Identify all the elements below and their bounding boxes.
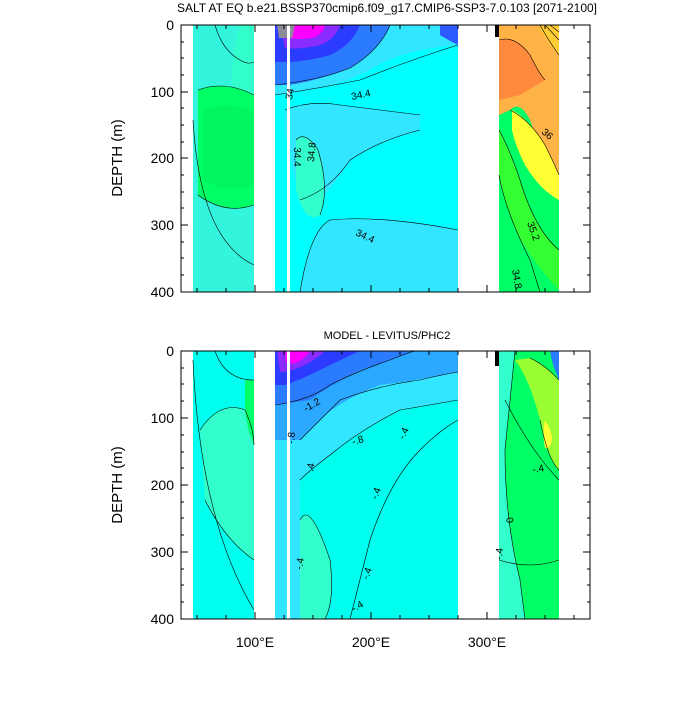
bottom-x-tick-label: 300°E <box>468 634 506 650</box>
bottom-y-tick-label: 100 <box>151 410 175 426</box>
top-pacific-gap <box>287 25 290 292</box>
top-atlantic-green <box>499 175 540 292</box>
bottom-plot-area <box>192 351 560 619</box>
top-y-ticks <box>181 24 590 293</box>
bottom-clabel: -.4 <box>360 566 374 581</box>
bottom-y-ticks <box>181 350 590 620</box>
bottom-indian-light <box>200 407 254 560</box>
top-atlantic-contours <box>498 25 560 292</box>
bottom-clabel: -.4 <box>369 486 383 501</box>
top-y-tick-label: 100 <box>151 84 175 100</box>
bottom-atlantic-mid <box>499 351 525 619</box>
top-pacific-lowsalt-4 <box>285 25 325 39</box>
top-pacific-warmpool-edge <box>440 25 458 45</box>
top-y-axis-label: DEPTH (m) <box>109 119 126 197</box>
bottom-title: MODEL - LEVITUS/PHC2 <box>324 330 451 342</box>
bottom-pacific-gap <box>287 351 290 619</box>
bottom-clabel: -.8 <box>286 431 298 444</box>
bottom-pacific-positive <box>300 515 332 619</box>
bottom-y-axis-label: DEPTH (m) <box>109 446 126 524</box>
bottom-clabel: 0 <box>503 517 515 525</box>
bottom-clabel: -.4 <box>494 547 506 560</box>
bottom-clabel: -.4 <box>397 426 412 442</box>
top-y-tick-label: 0 <box>166 17 174 33</box>
top-title: SALT AT EQ b.e21.BSSP370cmip6.f09_g17.CM… <box>177 1 597 15</box>
top-atlantic-deeporange <box>499 39 545 100</box>
bottom-y-tick-labels: 0 100 200 300 400 <box>151 343 175 627</box>
bottom-y-tick-label: 200 <box>151 477 175 493</box>
top-atlantic-lightgreen <box>499 130 559 290</box>
bottom-y-tick-label: 0 <box>166 343 174 359</box>
top-pacific-contours <box>274 25 459 292</box>
top-plot-area <box>192 25 560 292</box>
top-clabel: 34.8 <box>509 269 523 291</box>
top-y-tick-label: 400 <box>151 284 175 300</box>
top-atlantic-yellow <box>512 110 559 200</box>
top-panel: SALT AT EQ b.e21.BSSP370cmip6.f09_g17.CM… <box>109 1 597 300</box>
bottom-x-tick-label: 200°E <box>352 634 390 650</box>
top-pacific-lowsalt-5 <box>277 25 295 38</box>
top-indian-contour-1 <box>197 85 255 209</box>
bottom-clabel: -.4 <box>532 463 546 476</box>
bottom-x-tick-labels: 100°E 200°E 300°E <box>236 634 506 650</box>
top-clabel: 34 <box>284 87 297 100</box>
top-indian-green <box>203 105 254 189</box>
top-y-tick-labels: 0 100 200 300 400 <box>151 17 175 300</box>
bottom-x-ticks <box>196 351 575 619</box>
top-pacific-deep <box>300 218 458 292</box>
top-atlantic-fresh <box>540 25 559 55</box>
top-y-tick-label: 200 <box>151 150 175 166</box>
top-clabel: 34.8 <box>306 141 319 162</box>
top-indian-contour-2 <box>192 25 255 266</box>
bottom-y-tick-label: 300 <box>151 544 175 560</box>
bottom-panel: MODEL - LEVITUS/PHC2 <box>109 330 591 650</box>
top-pacific-green <box>296 136 325 218</box>
top-y-tick-label: 300 <box>151 217 175 233</box>
bottom-atlantic-blue <box>550 351 559 380</box>
bottom-pacific-band6 <box>285 351 310 364</box>
bottom-clabel: .4 <box>305 462 317 473</box>
bottom-clabel: -.4 <box>294 557 307 571</box>
bottom-clabel: -.8 <box>351 434 366 448</box>
top-x-ticks <box>196 25 575 292</box>
top-clabel: 34.4 <box>350 88 372 103</box>
bottom-pacific-contours <box>274 351 459 619</box>
top-clabel: 34.4 <box>291 147 302 167</box>
bottom-indian-contours <box>192 351 255 611</box>
bottom-atlantic-contours <box>498 351 560 619</box>
top-atlantic-dark <box>495 25 499 37</box>
bottom-y-tick-label: 400 <box>151 611 175 627</box>
bottom-atlantic-yellow <box>543 420 552 449</box>
bottom-atlantic-dark <box>495 351 499 366</box>
bottom-clabel: -.4 <box>350 599 366 615</box>
bottom-x-tick-label: 100°E <box>236 634 274 650</box>
